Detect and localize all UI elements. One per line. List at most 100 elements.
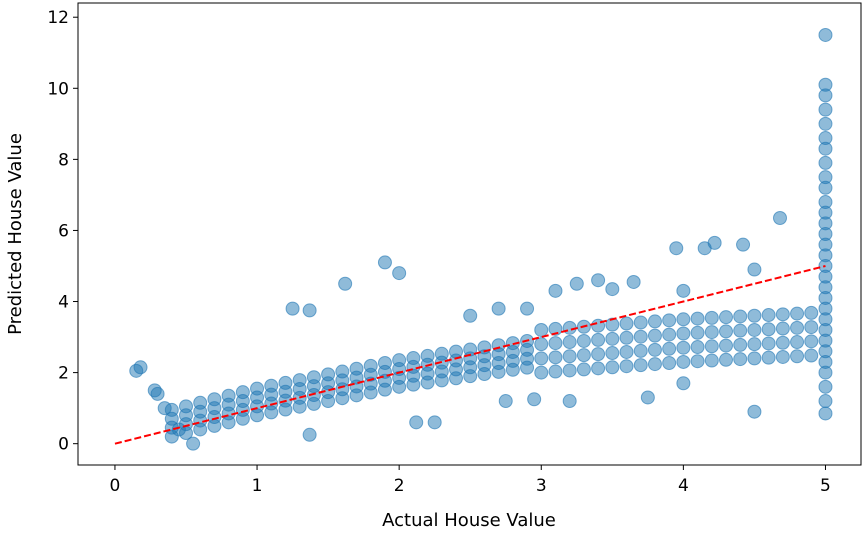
scatter-point: [662, 313, 677, 328]
scatter-point: [690, 325, 705, 340]
scatter-point: [818, 131, 833, 146]
scatter-point: [633, 315, 648, 330]
scatter-point: [733, 309, 748, 324]
scatter-point: [818, 195, 833, 210]
x-tick-label: 1: [252, 476, 263, 496]
scatter-point: [591, 273, 606, 288]
scatter-point: [463, 342, 478, 357]
scatter-point: [534, 365, 549, 380]
scatter-point: [747, 322, 762, 337]
scatter-point: [676, 312, 691, 327]
x-axis: 0 1 2 3 4 5: [110, 465, 831, 496]
scatter-point: [707, 235, 722, 250]
scatter-point: [321, 367, 336, 382]
scatter-point: [662, 327, 677, 342]
scatter-point: [761, 322, 776, 337]
scatter-point: [562, 335, 577, 350]
scatter-point: [747, 308, 762, 323]
y-tick-label: 0: [58, 435, 69, 455]
scatter-point: [207, 392, 222, 407]
scatter-point: [591, 361, 606, 376]
scatter-point: [463, 308, 478, 323]
scatter-point: [669, 241, 684, 256]
scatter-point: [773, 211, 787, 226]
scatter-point: [733, 352, 748, 367]
scatter-point: [818, 379, 833, 394]
scatter-point: [498, 394, 513, 409]
scatter-point: [662, 356, 677, 371]
scatter-point: [690, 340, 705, 355]
scatter-point: [171, 422, 186, 437]
scatter-point: [605, 317, 620, 332]
scatter-point: [491, 301, 506, 316]
scatter-point: [747, 404, 762, 419]
scatter-point: [605, 346, 620, 361]
scatter-point: [804, 320, 819, 335]
scatter-point: [775, 321, 790, 336]
scatter-point: [704, 353, 719, 368]
scatter-point: [534, 322, 549, 337]
scatter-points: [129, 27, 833, 451]
scatter-point: [548, 364, 563, 379]
scatter-point: [790, 349, 805, 364]
scatter-point: [676, 376, 691, 391]
scatter-point: [790, 306, 805, 321]
scatter-point: [747, 262, 762, 277]
scatter-point: [605, 282, 620, 297]
scatter-point: [221, 388, 236, 403]
scatter-point: [235, 385, 250, 400]
scatter-point: [676, 326, 691, 341]
scatter-point: [736, 237, 751, 252]
scatter-point: [818, 170, 833, 185]
scatter-point: [719, 310, 733, 325]
y-tick-label: 12: [47, 8, 69, 28]
scatter-point: [591, 332, 606, 347]
scatter-point: [562, 349, 577, 364]
scatter-point: [285, 301, 300, 316]
scatter-point: [733, 337, 748, 352]
scatter-point: [278, 375, 293, 390]
scatter-point: [719, 324, 733, 339]
scatter-point: [349, 361, 364, 376]
scatter-point: [392, 353, 407, 368]
scatter-point: [186, 436, 201, 451]
scatter-point: [690, 354, 705, 369]
x-tick-label: 2: [394, 476, 405, 496]
scatter-point: [302, 303, 317, 318]
scatter-point: [576, 348, 591, 363]
plot-frame: [77, 2, 862, 466]
scatter-point: [804, 305, 819, 320]
scatter-point: [548, 336, 563, 351]
scatter-point: [747, 351, 762, 366]
scatter-point: [576, 362, 591, 377]
scatter-point: [633, 343, 648, 358]
scatter-point: [520, 301, 535, 316]
scatter-point: [619, 330, 634, 345]
scatter-point: [647, 328, 662, 343]
scatter-point: [406, 351, 421, 366]
scatter-point: [676, 340, 691, 355]
x-tick-label: 3: [536, 476, 547, 496]
scatter-point: [804, 348, 819, 363]
x-tick-label: 0: [110, 476, 121, 496]
scatter-point: [647, 357, 662, 372]
scatter-point: [605, 331, 620, 346]
scatter-point: [676, 354, 691, 369]
scatter-point: [619, 316, 634, 331]
scatter-point: [790, 320, 805, 335]
scatter-point: [335, 364, 350, 379]
scatter-point: [409, 415, 424, 430]
scatter-point: [302, 427, 317, 442]
x-tick-label: 4: [678, 476, 689, 496]
scatter-point: [427, 415, 442, 430]
scatter-point: [363, 358, 378, 373]
scatter-point: [818, 27, 833, 42]
scatter-point: [761, 308, 776, 323]
scatter-point: [377, 356, 392, 371]
scatter-point: [548, 321, 563, 336]
scatter-point: [662, 341, 677, 356]
y-tick-label: 6: [58, 221, 69, 241]
scatter-point: [719, 352, 733, 367]
scatter-point: [633, 358, 648, 373]
scatter-point: [733, 323, 748, 338]
